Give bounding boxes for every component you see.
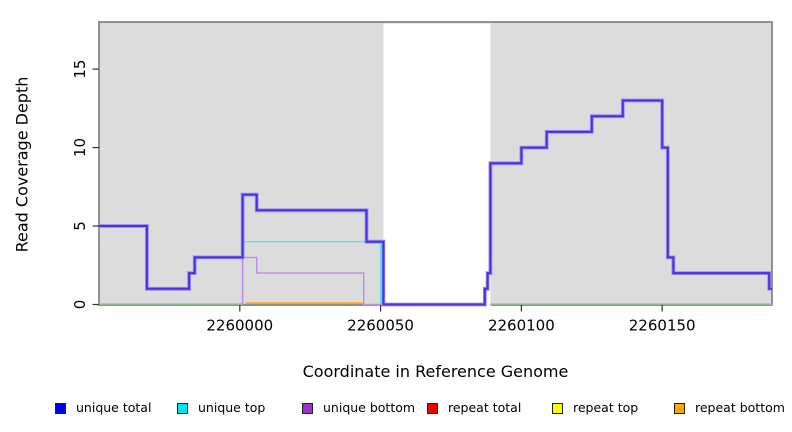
legend: unique total unique top unique bottom repea… xyxy=(0,399,792,423)
y-tick-label: 5 xyxy=(71,221,89,231)
x-tick-label: 2260100 xyxy=(488,317,555,335)
y-axis-title: Read Coverage Depth xyxy=(12,76,32,253)
legend-swatch-unique-top xyxy=(177,402,188,414)
legend-label: unique total xyxy=(76,400,152,415)
y-tick-label: 0 xyxy=(71,300,89,310)
chart-canvas: 2260000 2260050 2260100 2260150 0 5 10 15 xyxy=(71,21,773,335)
legend-swatch-repeat-top xyxy=(552,402,563,414)
x-tick-label: 2260050 xyxy=(347,317,414,335)
x-tick-label: 2260000 xyxy=(206,317,273,335)
legend-label: repeat top xyxy=(573,400,639,415)
legend-item-repeat-total: repeat total xyxy=(427,399,521,417)
legend-label: repeat bottom xyxy=(695,400,785,415)
legend-item-repeat-top: repeat top xyxy=(552,399,638,417)
legend-swatch-repeat-total xyxy=(427,402,438,414)
x-tick-label: 2260150 xyxy=(629,317,696,335)
legend-swatch-repeat-bottom xyxy=(674,402,685,414)
legend-label: unique top xyxy=(198,400,266,415)
y-tick-label: 10 xyxy=(71,138,89,157)
legend-label: repeat total xyxy=(448,400,522,415)
x-axis-title: Coordinate in Reference Genome xyxy=(302,362,569,381)
legend-item-unique-bottom: unique bottom xyxy=(302,399,415,417)
mask-region xyxy=(383,23,491,313)
legend-item-repeat-bottom: repeat bottom xyxy=(674,399,785,417)
legend-swatch-unique-bottom xyxy=(302,402,313,414)
legend-item-unique-total: unique total xyxy=(55,399,151,417)
series-unique-total xyxy=(99,99,772,306)
legend-item-unique-top: unique top xyxy=(177,399,265,417)
legend-swatch-unique-total xyxy=(55,402,66,414)
y-tick-label: 15 xyxy=(71,60,89,79)
x-axis-title-wrap: Coordinate in Reference Genome xyxy=(99,362,772,381)
legend-label: unique bottom xyxy=(323,400,416,415)
